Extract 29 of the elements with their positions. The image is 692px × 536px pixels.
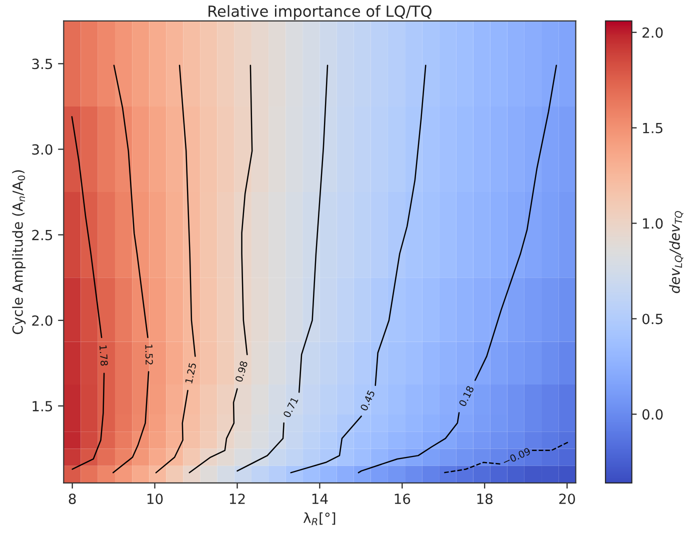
y-tick-label: 3.5 [32, 58, 52, 70]
annotation: 0.98 [235, 360, 248, 382]
color-bar-label: 1.5 [643, 122, 662, 134]
annotation: 1.25 [184, 362, 196, 384]
y-tick-label: 1.5 [32, 401, 52, 412]
x-tick-label: 16 [394, 494, 410, 504]
annotation: 1.78 [99, 345, 108, 366]
color-bar-label: 2.0 [642, 27, 663, 38]
x-axis-title: λ$_{R}$[°] [303, 512, 336, 526]
annotation: 0.45 [360, 390, 376, 412]
annotation: 0.18 [458, 385, 474, 407]
x-tick-label: 18 [477, 494, 493, 504]
y-axis-title: Cycle Amplitude (A$_{n}$/A$_{0}$) [12, 170, 26, 334]
annotation: 0.71 [282, 396, 298, 418]
color-bar-label: 0.0 [642, 409, 663, 420]
y-tick-label: 2.0 [32, 315, 52, 326]
chart-title: Relative importance of LQ/TQ [208, 5, 432, 20]
x-tick-label: 10 [147, 494, 163, 504]
annotation: 1.52 [145, 344, 153, 365]
y-tick-label: 2.5 [32, 230, 52, 240]
x-tick-label: 8 [68, 494, 76, 504]
color-bar-label: 1.0 [643, 218, 663, 229]
x-tick-label: 14 [312, 494, 328, 504]
x-tick-label: 12 [230, 494, 245, 504]
color-bar-label: 0.5 [642, 314, 662, 324]
x-tick-label: 20 [559, 494, 575, 504]
y-tick-label: 3.0 [32, 144, 52, 155]
annotation: −0.09 [502, 447, 531, 466]
color-bar-title: dev$_{LQ}$/dev$_{TQ}$ [669, 210, 684, 294]
